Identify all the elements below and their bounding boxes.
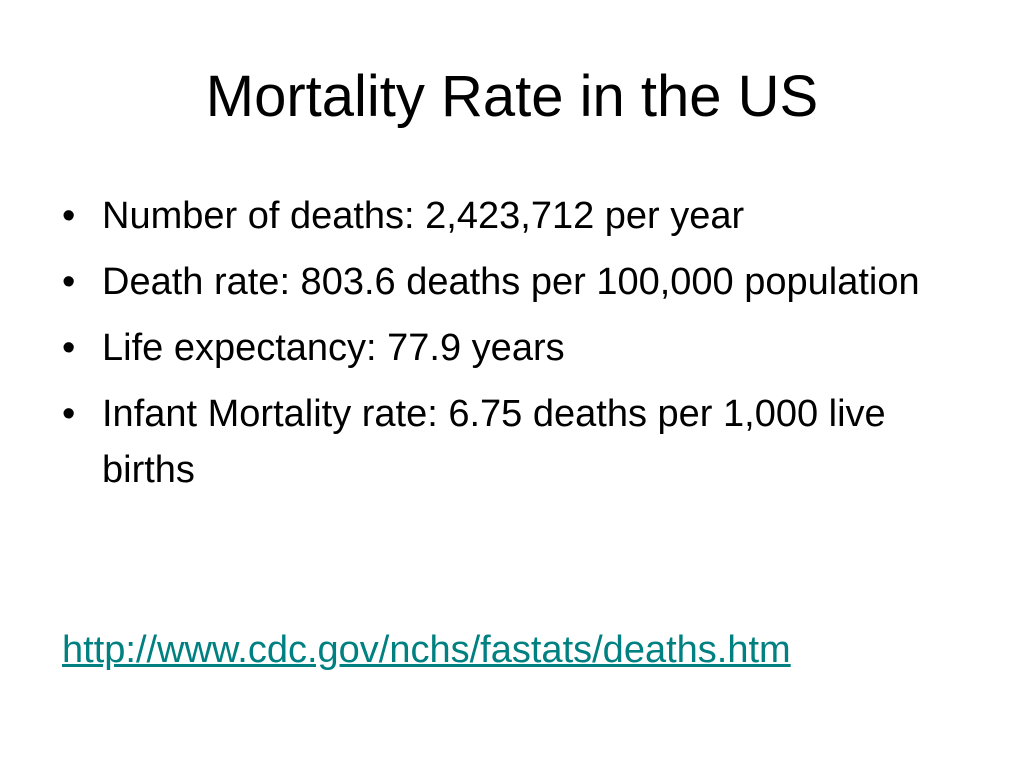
bullet-text: Death rate: 803.6 deaths per 100,000 pop… <box>102 261 920 303</box>
bullet-list: • Number of deaths: 2,423,712 per year •… <box>62 188 982 508</box>
bullet-dot-icon: • <box>62 195 76 237</box>
bullet-item: • Life expectancy: 77.9 years <box>62 320 982 376</box>
bullet-item: • Death rate: 803.6 deaths per 100,000 p… <box>62 254 982 310</box>
bullet-dot-icon: • <box>62 393 76 435</box>
source-link[interactable]: http://www.cdc.gov/nchs/fastats/deaths.h… <box>62 629 791 671</box>
bullet-text: Life expectancy: 77.9 years <box>102 327 565 369</box>
bullet-item: • Infant Mortality rate: 6.75 deaths per… <box>62 386 982 498</box>
bullet-item: • Number of deaths: 2,423,712 per year <box>62 188 982 244</box>
slide-title: Mortality Rate in the US <box>205 64 819 129</box>
bullet-text: Infant Mortality rate: 6.75 deaths per 1… <box>102 393 886 491</box>
bullet-text: Number of deaths: 2,423,712 per year <box>102 195 745 237</box>
bullet-dot-icon: • <box>62 327 76 369</box>
bullet-dot-icon: • <box>62 261 76 303</box>
